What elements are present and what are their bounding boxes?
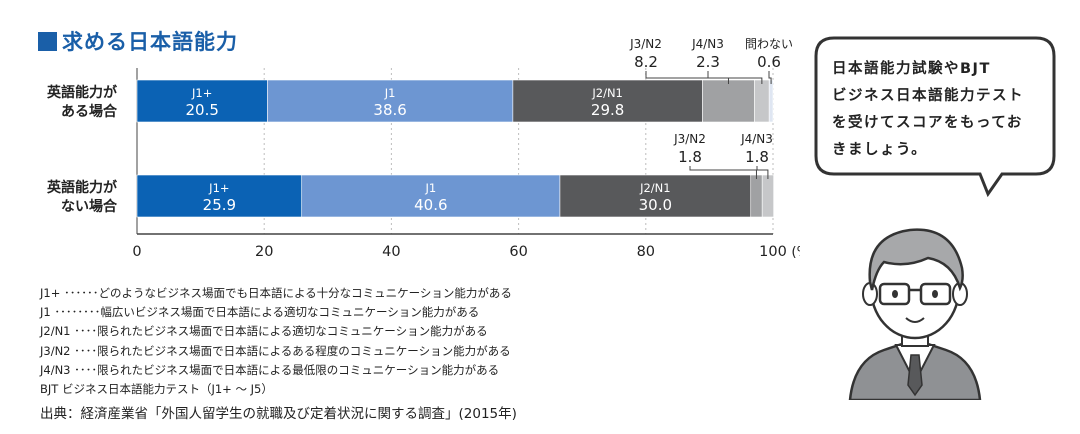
glasses-right-lens [919, 282, 952, 306]
category-label: ない場合 [61, 198, 118, 215]
person-illustration [848, 228, 982, 400]
x-tick-label: 20 [255, 244, 273, 260]
chart-title: 求める日本語能力 [38, 26, 238, 56]
legend-item: J1 ････････幅広いビジネス場面で日本語による適切なコミュニケーション能… [40, 305, 480, 320]
bar-value-label: 25.9 [203, 196, 236, 214]
bar-segment [750, 174, 763, 218]
bar-segment [761, 174, 774, 218]
x-tick-label: 60 [509, 244, 527, 260]
bar-series-label: J1+ [208, 181, 229, 195]
speech-bubble [814, 36, 1056, 198]
bubble-line: ビジネス日本語能力テスト [832, 88, 1024, 104]
callout-value: 8.2 [634, 53, 658, 71]
callout-name: J4/N3 [740, 132, 773, 146]
legend-item: J4/N3 ････限られたビジネス場面で日本語による最低限のコミュニケーション… [40, 362, 500, 377]
bar-series-label: J1+ [191, 86, 212, 100]
bar-value-label: 38.6 [373, 101, 406, 119]
glasses-left-lens [878, 282, 911, 306]
bar-series-label: J2/N1 [591, 86, 623, 100]
bar-value-label: 20.5 [185, 101, 218, 119]
bar-segment [136, 174, 303, 218]
legend-item: J1+ ･･････どのようなビジネス場面でも日本語による十分なコミュニケーショ… [40, 286, 512, 300]
x-tick-label: 80 [637, 244, 655, 260]
callout-leader-line [768, 71, 772, 84]
chart-title-text: 求める日本語能力 [62, 30, 238, 54]
bar-segment [559, 174, 752, 218]
eye-right [932, 290, 938, 298]
legend-item: J2/N1 ････限られたビジネス場面で日本語による適切なコミュニケーション能… [40, 324, 488, 339]
bar-segment [702, 79, 755, 123]
bar-series-label: J1 [384, 86, 396, 100]
mouth-shape [905, 317, 925, 323]
legend: J1+ ･･････どのようなビジネス場面でも日本語による十分なコミュニケーショ… [40, 284, 512, 399]
hair-shape [868, 228, 964, 292]
callout-value: 1.8 [745, 148, 769, 166]
x-tick-label: 0 [132, 244, 141, 260]
callout-name: J3/N2 [629, 37, 662, 51]
x-tick-label: 100 [759, 244, 787, 260]
callout-value: 1.8 [678, 148, 702, 166]
bar-value-label: 30.0 [639, 196, 672, 214]
category-label: 英語能力が [46, 84, 118, 101]
tie-shape [907, 354, 923, 397]
callout-leader-line [689, 166, 757, 179]
bar-segment [301, 174, 561, 218]
callout-leader-line [645, 71, 729, 84]
x-unit-label: (%) [791, 244, 800, 260]
eye-left [892, 290, 898, 298]
bar-series-label: J2/N1 [639, 181, 671, 195]
bar-segment [768, 79, 774, 123]
legend-item: J3/N2 ････限られたビジネス場面で日本語によるある程度のコミュニケーショ… [40, 343, 511, 358]
callout-leader-line [756, 166, 769, 179]
category-label: ある場合 [61, 103, 118, 120]
legend-item: BJT ビジネス日本語能力テスト（J1+ ～ J5） [40, 382, 273, 397]
bubble-line: きましょう。 [832, 142, 928, 158]
speech-bubble-text: 日本語能力試験やBJT ビジネス日本語能力テスト を受けてスコアをもってお きま… [832, 56, 1042, 164]
callout-name: 問わない [745, 37, 793, 51]
category-label: 英語能力が [46, 179, 118, 196]
stacked-bar-chart: 020406080100(%)J1+20.5J138.6J2/N129.8英語能… [46, 37, 800, 260]
bar-value-label: 40.6 [414, 196, 447, 214]
bar-value-label: 29.8 [591, 101, 624, 119]
bar-segment [754, 79, 770, 123]
callout-value: 0.6 [757, 53, 781, 71]
title-square-icon [38, 31, 57, 51]
bar-segment [267, 79, 514, 123]
bar-series-label: J1 [424, 181, 436, 195]
callout-leader-line [707, 71, 763, 84]
bar-segment [512, 79, 703, 123]
callout-value: 2.3 [696, 53, 720, 71]
callout-name: J4/N3 [691, 37, 724, 51]
source-note: 出典：経済産業省「外国人留学生の就職及び定着状況に関する調査」(2015年) [40, 406, 517, 422]
x-tick-label: 40 [382, 244, 400, 260]
callout-name: J3/N2 [673, 132, 706, 146]
bubble-line: 日本語能力試験やBJT [832, 61, 991, 77]
bubble-line: を受けてスコアをもってお [832, 115, 1023, 131]
